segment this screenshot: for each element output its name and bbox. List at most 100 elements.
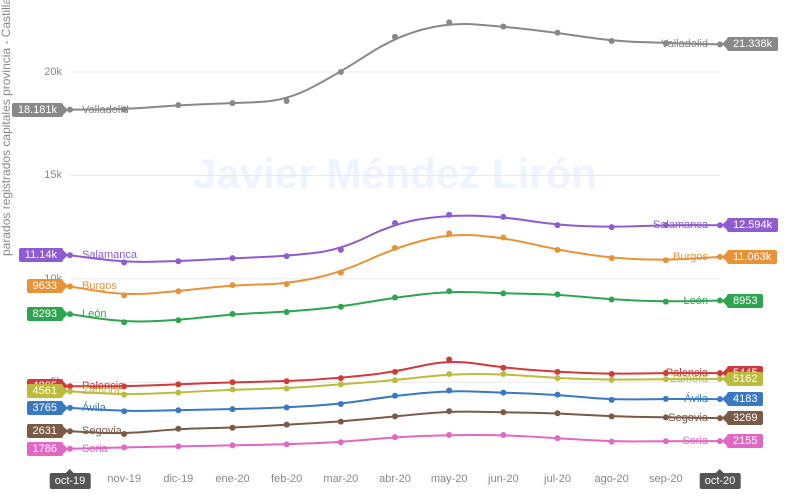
series-point bbox=[230, 255, 236, 261]
series-point bbox=[392, 220, 398, 226]
series-point bbox=[338, 304, 344, 310]
series-point bbox=[446, 230, 452, 236]
series-point bbox=[663, 438, 669, 444]
series-point bbox=[338, 439, 344, 445]
x-tick-box: oct-20 bbox=[700, 473, 741, 489]
x-tick-label: nov-19 bbox=[107, 473, 141, 485]
series-point bbox=[609, 377, 615, 383]
series-point bbox=[392, 377, 398, 383]
series-point bbox=[663, 257, 669, 263]
series-point bbox=[175, 288, 181, 294]
series-point bbox=[500, 409, 506, 415]
series-point bbox=[284, 309, 290, 315]
series-point bbox=[230, 425, 236, 431]
series-point bbox=[338, 375, 344, 381]
series-end-value: 12.594k bbox=[727, 218, 778, 232]
series-point bbox=[230, 387, 236, 393]
series-point bbox=[175, 258, 181, 264]
series-point bbox=[446, 19, 452, 25]
series-end-value: 4183 bbox=[727, 392, 763, 406]
series-point bbox=[338, 419, 344, 425]
series-start-value: 2631 bbox=[27, 424, 63, 438]
series-point bbox=[392, 294, 398, 300]
series-point bbox=[284, 281, 290, 287]
series-name-left: Soria bbox=[82, 443, 108, 455]
series-point bbox=[230, 406, 236, 412]
series-point bbox=[284, 405, 290, 411]
series-point bbox=[121, 392, 127, 398]
series-point bbox=[500, 24, 506, 30]
series-name-left: León bbox=[82, 308, 106, 320]
series-point bbox=[500, 235, 506, 241]
series-start-value: 18.181k bbox=[12, 103, 63, 117]
series-point bbox=[284, 98, 290, 104]
series-point bbox=[609, 397, 615, 403]
series-point bbox=[175, 381, 181, 387]
series-point bbox=[555, 291, 561, 297]
series-point bbox=[500, 214, 506, 220]
series-point bbox=[121, 408, 127, 414]
series-name-right: Burgos bbox=[673, 251, 708, 263]
series-name-right: Segovia bbox=[668, 412, 708, 424]
series-point bbox=[609, 224, 615, 230]
x-tick-label: abr-20 bbox=[379, 473, 411, 485]
series-point bbox=[446, 212, 452, 218]
series-point bbox=[338, 69, 344, 75]
series-point bbox=[609, 413, 615, 419]
series-point bbox=[338, 247, 344, 253]
series-point bbox=[446, 432, 452, 438]
series-point bbox=[555, 435, 561, 441]
x-tick-label: jul-20 bbox=[544, 473, 571, 485]
series-point bbox=[392, 369, 398, 375]
series-point bbox=[446, 388, 452, 394]
series-name-right: Ávila bbox=[684, 393, 708, 405]
series-point bbox=[175, 407, 181, 413]
series-point bbox=[338, 401, 344, 407]
series-name-left: Salamanca bbox=[82, 249, 137, 261]
series-end-value: 21.338k bbox=[727, 37, 778, 51]
series-name-right: Soria bbox=[682, 435, 708, 447]
series-point bbox=[230, 311, 236, 317]
series-point bbox=[555, 410, 561, 416]
series-point bbox=[555, 222, 561, 228]
x-tick-label: sep-20 bbox=[649, 473, 683, 485]
series-point bbox=[175, 426, 181, 432]
series-point bbox=[500, 290, 506, 296]
series-point bbox=[230, 379, 236, 385]
series-point bbox=[609, 297, 615, 303]
series-point bbox=[392, 434, 398, 440]
series-point bbox=[555, 375, 561, 381]
series-start-value: 9633 bbox=[27, 279, 63, 293]
series-point bbox=[609, 255, 615, 261]
series-point bbox=[121, 319, 127, 325]
series-point bbox=[121, 292, 127, 298]
series-line bbox=[70, 235, 720, 294]
x-tick-label: ene-20 bbox=[215, 473, 249, 485]
series-name-left: Burgos bbox=[82, 280, 117, 292]
series-point bbox=[500, 432, 506, 438]
series-point bbox=[446, 371, 452, 377]
series-point bbox=[284, 253, 290, 259]
series-point bbox=[230, 442, 236, 448]
series-point bbox=[446, 408, 452, 414]
series-start-value: 3765 bbox=[27, 401, 63, 415]
series-end-value: 11.063k bbox=[727, 250, 777, 264]
series-start-value: 8293 bbox=[27, 307, 63, 321]
series-point bbox=[284, 378, 290, 384]
x-tick-box: oct-19 bbox=[50, 473, 91, 489]
series-name-left: Ávila bbox=[82, 402, 106, 414]
series-point bbox=[609, 38, 615, 44]
series-name-right: León bbox=[684, 295, 708, 307]
series-name-right: Salamanca bbox=[653, 219, 708, 231]
unemployment-chart: parados registrados capitales provincia … bbox=[0, 0, 790, 500]
series-point bbox=[175, 443, 181, 449]
series-point bbox=[392, 413, 398, 419]
series-point bbox=[284, 441, 290, 447]
series-point bbox=[175, 317, 181, 323]
series-point bbox=[284, 385, 290, 391]
series-point bbox=[338, 381, 344, 387]
series-name-right: Valladolid bbox=[661, 38, 708, 50]
series-end-value: 8953 bbox=[727, 294, 763, 308]
series-name-left: Segovia bbox=[82, 425, 122, 437]
series-point bbox=[663, 299, 669, 305]
